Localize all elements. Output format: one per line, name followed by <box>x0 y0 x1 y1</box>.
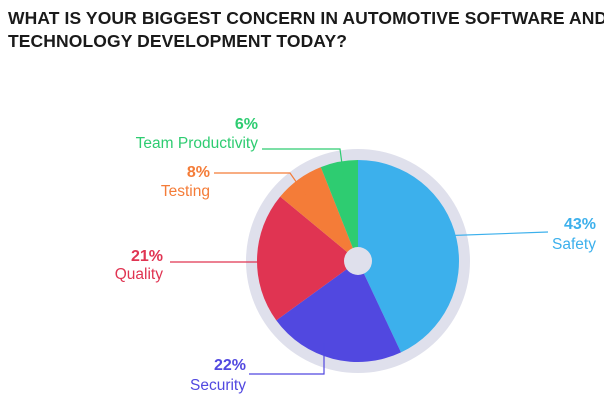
value-label-safety: 43% <box>564 216 596 233</box>
pie-slice-testing <box>280 167 358 261</box>
value-label-team-productivity: 6% <box>235 116 258 133</box>
category-label-testing: Testing <box>161 183 210 200</box>
leader-line-testing <box>214 172 307 197</box>
category-label-team-productivity: Team Productivity <box>136 135 259 152</box>
pie-center-hole <box>344 247 372 275</box>
value-label-testing: 8% <box>187 164 210 181</box>
category-label-safety: Safety <box>552 236 596 253</box>
pie-slice-team-productivity <box>320 160 358 261</box>
pie-slice-safety <box>358 160 460 353</box>
leader-line-team-productivity <box>262 148 345 180</box>
leader-line-security <box>249 343 325 375</box>
chart-title: WHAT IS YOUR BIGGEST CONCERN IN AUTOMOTI… <box>8 7 604 53</box>
value-label-quality: 21% <box>131 248 163 265</box>
pie-slice-quality <box>256 196 358 321</box>
pie-slice-security <box>276 261 401 363</box>
chart-title-line-2: TECHNOLOGY DEVELOPMENT TODAY? <box>8 31 348 51</box>
value-label-security: 22% <box>214 357 246 374</box>
category-label-quality: Quality <box>115 266 163 283</box>
chart-title-line-1: WHAT IS YOUR BIGGEST CONCERN IN AUTOMOTI… <box>8 8 604 28</box>
category-label-security: Security <box>190 377 246 394</box>
leader-line-safety <box>437 231 549 237</box>
